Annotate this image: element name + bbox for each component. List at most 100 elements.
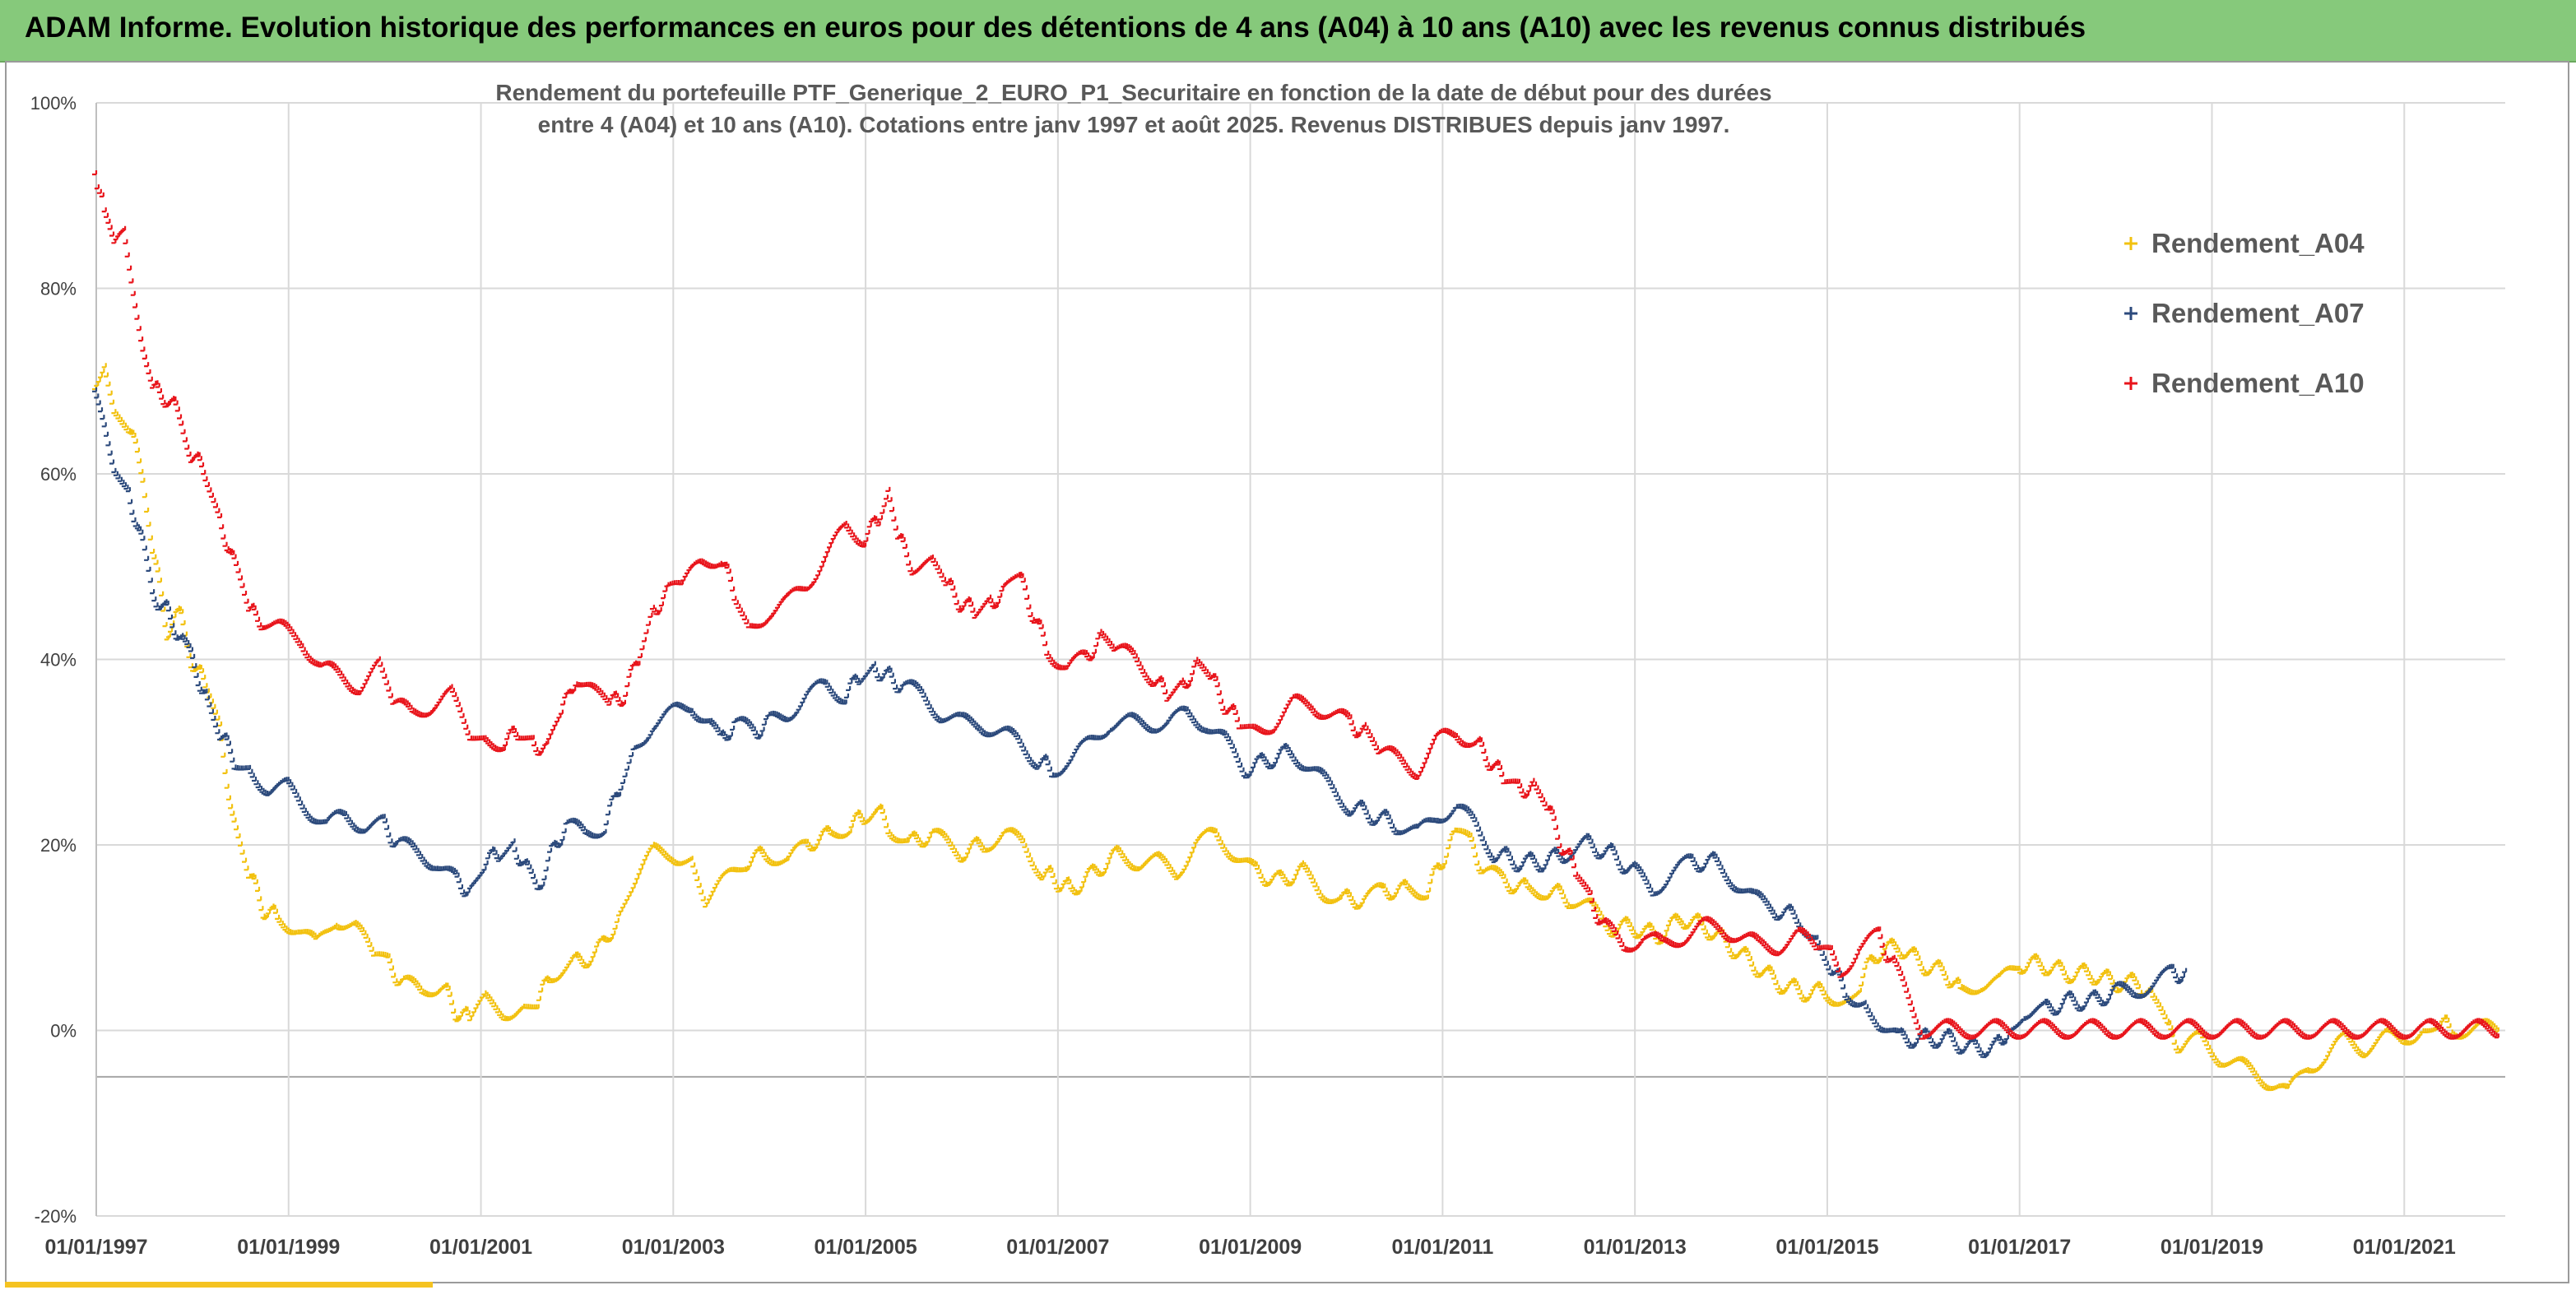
data-marker [630,731,653,750]
data-marker [731,716,754,729]
x-tick-label: 01/01/2017 [1968,1236,2071,1259]
data-marker [1174,843,1197,880]
data-marker [323,809,346,824]
x-tick-label: 01/01/2003 [622,1236,725,1259]
data-marker [1698,916,1721,930]
data-marker [1563,835,1586,864]
data-marker [525,860,538,884]
data-marker [1130,650,1153,685]
data-marker [341,810,364,834]
data-marker [481,735,504,753]
y-tick-label: 20% [40,835,77,856]
data-marker [1381,879,1409,901]
y-tick-label: 0% [50,1021,77,1042]
data-marker [1207,673,1226,711]
data-marker [1491,846,1519,872]
data-marker [380,814,399,848]
data-marker [1116,847,1139,872]
data-marker [958,596,976,613]
legend-marker [2124,237,2137,250]
data-marker [130,290,144,342]
data-marker [1318,893,1341,904]
data-marker [1135,851,1158,872]
data-marker [804,557,827,592]
data-marker [1727,945,1755,967]
data-marker [1232,857,1255,865]
data-marker [549,828,567,848]
data-marker [1467,833,1485,875]
data-marker [986,587,1005,610]
data-marker [1438,827,1456,870]
data-marker [1501,778,1519,785]
data-marker [2087,986,2115,1007]
data-marker [549,960,572,984]
data-marker [466,993,485,1022]
report-banner: ADAM Informe. Evolution historique des p… [0,0,2576,63]
data-marker [2111,1018,2163,1040]
x-tick-label: 01/01/2001 [429,1236,532,1259]
data-marker [111,228,124,244]
data-marker [842,521,865,547]
data-marker [1347,714,1365,739]
data-marker [885,666,903,694]
data-marker [101,207,115,237]
x-tick-label: 01/01/2009 [1199,1236,1302,1259]
data-marker [669,701,692,713]
data-marker [875,494,889,527]
data-marker [1371,809,1399,835]
data-marker [294,929,317,938]
y-tick-label: 40% [40,650,77,671]
data-marker [1751,889,1774,912]
data-marker [1688,851,1716,873]
data-marker [414,847,437,871]
data-marker [1068,735,1091,762]
data-marker [1414,735,1437,780]
data-marker [1996,965,2019,977]
data-marker [1107,712,1130,733]
data-marker [500,725,519,751]
data-marker [1423,862,1442,900]
data-marker [722,866,745,875]
data-marker [1717,926,1740,944]
data-marker [1919,958,1947,977]
data-marker [1112,643,1135,653]
data-marker [1097,629,1115,649]
data-marker [2351,1018,2403,1040]
data-marker [2400,1018,2452,1040]
data-marker [1241,752,1269,779]
data-marker [92,387,105,420]
data-marker [150,380,168,408]
data-marker [870,803,889,828]
data-marker [1164,705,1187,725]
data-marker [563,817,586,832]
data-marker [1433,806,1456,824]
data-marker [1149,675,1168,694]
data-marker [583,828,606,839]
data-marker [231,554,249,604]
data-marker [1193,657,1211,677]
data-marker [573,681,596,689]
data-marker [1328,780,1351,815]
data-marker [140,536,153,583]
data-marker [1756,935,1779,956]
series-Rendement_A07 [92,387,2188,1059]
data-marker [750,715,769,740]
data-marker [395,836,418,851]
data-marker [279,619,303,646]
x-tick-label: 01/01/2021 [2353,1236,2456,1259]
data-marker [1876,926,1894,963]
data-marker [1640,930,1663,941]
data-marker [92,368,105,391]
data-marker [698,558,721,569]
data-marker [664,580,682,587]
data-marker [1856,926,1879,951]
data-marker [2015,953,2043,975]
data-marker [1328,708,1351,717]
data-marker [1544,883,1572,909]
data-marker [1678,919,1701,947]
data-marker [885,486,898,531]
data-marker [1433,727,1456,737]
data-marker [453,1005,471,1023]
data-marker [1650,873,1673,897]
